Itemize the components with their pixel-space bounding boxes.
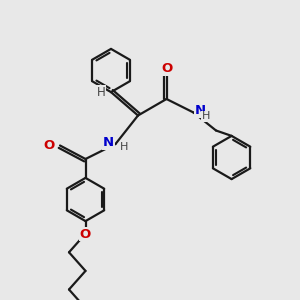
- Text: H: H: [97, 85, 106, 99]
- Text: N: N: [195, 104, 206, 118]
- Text: N: N: [103, 136, 114, 149]
- Text: H: H: [202, 111, 210, 121]
- Text: H: H: [120, 142, 129, 152]
- Text: O: O: [80, 228, 91, 241]
- Text: O: O: [161, 62, 172, 76]
- Text: O: O: [44, 139, 55, 152]
